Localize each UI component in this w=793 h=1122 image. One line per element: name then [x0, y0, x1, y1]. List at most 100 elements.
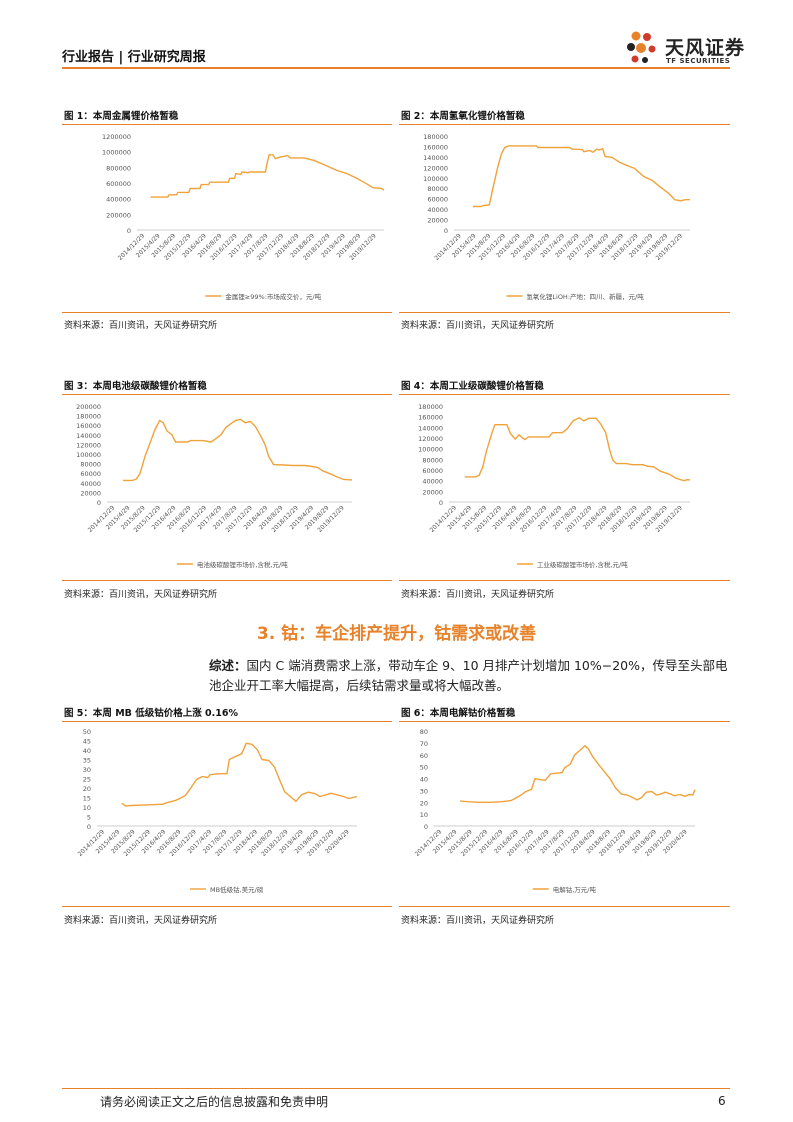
y-tick-label: 1000000: [102, 149, 131, 157]
logo-name-en: TF SECURITIES: [666, 57, 731, 65]
y-tick-label: 20000: [80, 489, 101, 497]
chart-metal-lithium-price: 0200000400000600000800000100000012000002…: [102, 133, 385, 301]
y-tick-label: 50: [420, 764, 428, 772]
figure-6-title: 图 6：本周电解钴价格暂稳: [401, 708, 516, 719]
y-tick-label: 60: [420, 752, 428, 760]
report-header-label: 行业报告 | 行业研究周报: [62, 50, 206, 65]
y-tick-label: 120000: [423, 164, 448, 172]
chart-electrolytic-cobalt-price: 010203040506070802014/12/292015/4/292015…: [414, 728, 696, 894]
y-tick-label: 140000: [76, 432, 101, 440]
y-tick-label: 40000: [422, 478, 443, 486]
legend-label: 工业级碳酸锂市场价,含税,元/吨: [537, 560, 628, 569]
y-tick-label: 1200000: [102, 133, 131, 141]
y-tick-label: 100000: [423, 175, 448, 183]
y-tick-label: 160000: [423, 143, 448, 151]
y-tick-label: 0: [439, 499, 443, 507]
y-tick-label: 25: [83, 776, 91, 784]
y-tick-label: 200000: [76, 403, 101, 411]
y-tick-label: 200000: [106, 211, 131, 219]
legend-label: MB低级钴,美元/磅: [210, 885, 264, 894]
footer-disclaimer: 请务必阅读正文之后的信息披露和免责申明: [100, 1095, 329, 1109]
y-tick-label: 180000: [423, 133, 448, 141]
figure-3-source: 资料来源：百川资讯，天风证券研究所: [64, 590, 218, 600]
chart-industrial-lithium-carbonate-price: 0 20000 40000 60000 80000 100000 120000 140000 1…: [418, 403, 691, 569]
y-tick-label: 80: [420, 728, 428, 736]
y-tick-label: 0: [424, 823, 428, 831]
series-line: [150, 154, 385, 198]
chart-mb-cobalt-price: 051015202530354045502014/12/292015/4/292…: [77, 728, 358, 894]
y-tick-label: 40000: [80, 480, 101, 488]
y-tick-label: 60000: [427, 196, 448, 204]
y-tick-label: 50: [83, 728, 91, 736]
figure-1-title: 图 1：本周金属锂价格暂稳: [64, 111, 179, 122]
figure-4-bottom-rule: [399, 580, 730, 581]
y-tick-label: 180000: [76, 413, 101, 421]
y-tick-label: 180000: [418, 403, 443, 411]
series-line: [122, 418, 353, 482]
y-tick-label: 15: [83, 795, 91, 803]
y-tick-label: 0: [97, 499, 101, 507]
y-tick-label: 160000: [76, 422, 101, 430]
figure-3-title: 图 3：本周电池级碳酸锂价格暂稳: [64, 381, 207, 392]
figure-3-bottom-rule: [62, 580, 392, 581]
section-title: 3. 钴：车企排产提升，钴需求或改善: [256, 624, 537, 644]
series-line: [464, 417, 691, 482]
series-line: [121, 742, 358, 807]
figure-4-top-rule: [399, 394, 730, 395]
legend-label: 氢氧化锂LiOH:产地：四川、新疆，元/吨: [526, 292, 644, 301]
figure-6-top-rule: [399, 721, 730, 722]
figure-4-title: 图 4：本周工业级碳酸锂价格暂稳: [401, 381, 544, 392]
page-number: 6: [718, 1094, 726, 1108]
figure-3-top-rule: [62, 394, 392, 395]
y-tick-label: 10: [83, 804, 91, 812]
y-tick-label: 35: [83, 757, 91, 765]
figure-5-title: 图 5：本周 MB 低级钴价格上涨 0.16%: [64, 708, 238, 719]
y-tick-label: 10: [420, 811, 428, 819]
y-tick-label: 160000: [418, 414, 443, 422]
y-tick-label: 60000: [80, 470, 101, 478]
y-tick-label: 140000: [418, 424, 443, 432]
figure-4-source: 资料来源：百川资讯，天风证券研究所: [401, 590, 555, 600]
y-tick-label: 20: [420, 799, 428, 807]
summary-label: 综述：: [209, 658, 247, 673]
figure-2-top-rule: [399, 124, 730, 125]
y-tick-label: 800000: [106, 164, 131, 172]
y-tick-label: 400000: [106, 196, 131, 204]
chart-lithium-hydroxide-price: 0 20000 40000 60000 80000 100000 120000 140000 1…: [423, 133, 690, 301]
footer-divider: [62, 1088, 730, 1089]
series-line: [460, 745, 696, 803]
y-tick-label: 70: [420, 740, 428, 748]
y-tick-label: 30: [420, 787, 428, 795]
figure-1-top-rule: [62, 124, 392, 125]
figure-6-source: 资料来源：百川资讯，天风证券研究所: [401, 916, 555, 926]
y-tick-label: 600000: [106, 180, 131, 188]
y-tick-label: 40000: [427, 206, 448, 214]
y-tick-label: 5: [87, 814, 91, 822]
legend-label: 金属锂≥99%:市场成交价，元/吨: [225, 292, 321, 301]
y-tick-label: 30: [83, 766, 91, 774]
y-tick-label: 0: [87, 823, 91, 831]
y-tick-label: 120000: [418, 435, 443, 443]
y-tick-label: 40: [83, 747, 91, 755]
figure-2-bottom-rule: [399, 312, 730, 313]
y-tick-label: 0: [127, 227, 131, 235]
figure-5-source: 资料来源：百川资讯，天风证券研究所: [64, 916, 218, 926]
figure-1-source: 资料来源：百川资讯，天风证券研究所: [64, 321, 218, 331]
y-tick-label: 0: [444, 227, 448, 235]
y-tick-label: 140000: [423, 154, 448, 162]
section-summary: 综述：国内 C 端消费需求上涨，带动车企 9、10 月排产计划增加 10%−20…: [209, 656, 729, 696]
y-tick-label: 80000: [427, 185, 448, 193]
figure-1-bottom-rule: [62, 312, 392, 313]
y-tick-label: 60000: [422, 467, 443, 475]
figure-2-source: 资料来源：百川资讯，天风证券研究所: [401, 321, 555, 331]
y-tick-label: 40: [420, 776, 428, 784]
legend-label: 电解钴,万元/吨: [553, 885, 597, 894]
y-tick-label: 100000: [418, 446, 443, 454]
y-tick-label: 20000: [427, 217, 448, 225]
y-tick-label: 20: [83, 785, 91, 793]
summary-text: 国内 C 端消费需求上涨，带动车企 9、10 月排产计划增加 10%−20%，传…: [209, 658, 728, 693]
logo-name-cn: 天风证券: [665, 37, 746, 59]
y-tick-label: 120000: [76, 441, 101, 449]
y-tick-label: 80000: [422, 456, 443, 464]
